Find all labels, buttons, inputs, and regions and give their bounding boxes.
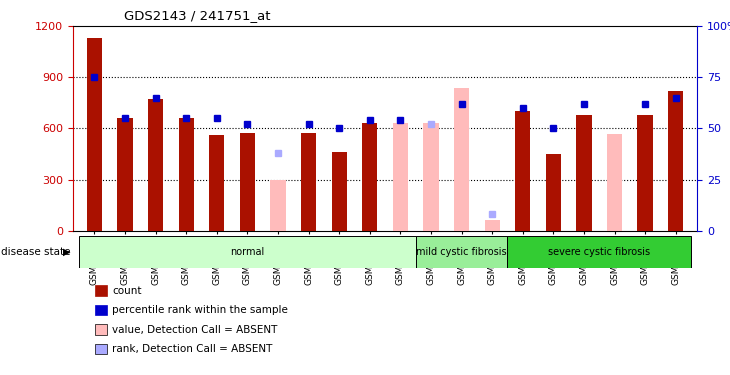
Bar: [637, 115, 653, 231]
Text: percentile rank within the sample: percentile rank within the sample: [112, 305, 288, 315]
Bar: [423, 123, 439, 231]
Text: normal: normal: [230, 247, 264, 257]
Text: GDS2143 / 241751_at: GDS2143 / 241751_at: [124, 9, 271, 22]
Bar: [393, 123, 408, 231]
Text: count: count: [112, 286, 142, 296]
Text: severe cystic fibrosis: severe cystic fibrosis: [548, 247, 650, 257]
Text: ▶: ▶: [64, 247, 71, 257]
Bar: [79, 236, 415, 268]
Bar: [179, 118, 194, 231]
Bar: [239, 133, 255, 231]
Bar: [415, 236, 507, 268]
Text: rank, Detection Call = ABSENT: rank, Detection Call = ABSENT: [112, 344, 273, 354]
Bar: [576, 115, 591, 231]
Bar: [148, 99, 164, 231]
Bar: [454, 88, 469, 231]
Bar: [331, 152, 347, 231]
Bar: [668, 91, 683, 231]
Bar: [607, 134, 622, 231]
Bar: [362, 123, 377, 231]
Text: disease state: disease state: [1, 247, 71, 257]
Bar: [515, 111, 531, 231]
Bar: [210, 135, 224, 231]
Bar: [87, 38, 102, 231]
Bar: [546, 154, 561, 231]
Text: mild cystic fibrosis: mild cystic fibrosis: [416, 247, 507, 257]
Bar: [507, 236, 691, 268]
Bar: [270, 180, 285, 231]
Bar: [118, 118, 133, 231]
Bar: [485, 220, 500, 231]
Bar: [301, 133, 316, 231]
Text: value, Detection Call = ABSENT: value, Detection Call = ABSENT: [112, 325, 278, 334]
